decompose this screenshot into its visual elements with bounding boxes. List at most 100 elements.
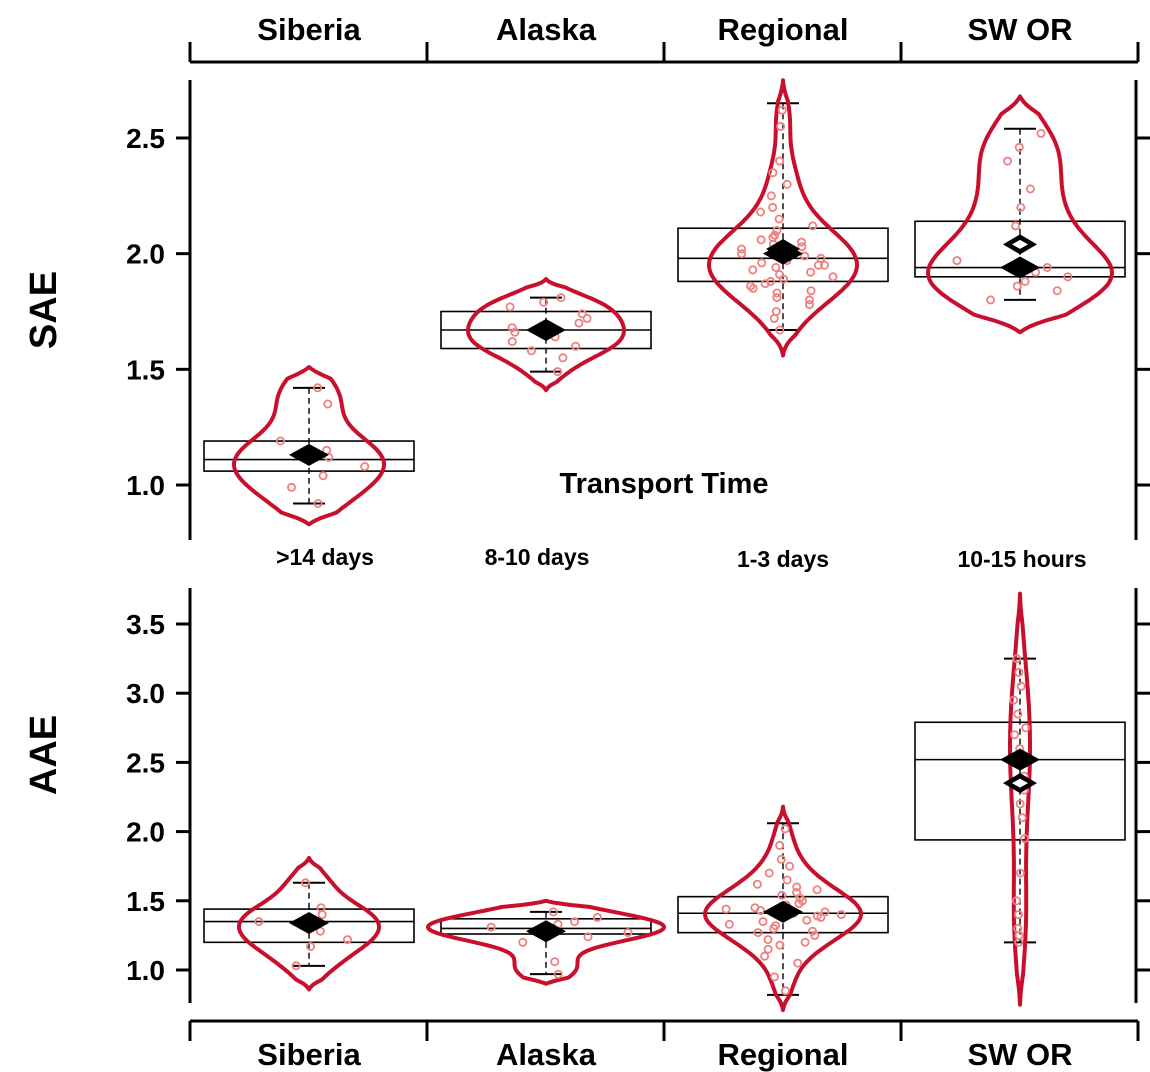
data-point	[775, 325, 785, 335]
data-point	[1009, 695, 1019, 705]
data-point	[1014, 667, 1024, 677]
data-point	[768, 202, 778, 212]
bottom-category-label: Regional	[718, 1037, 849, 1072]
y-tick-label: 1.0	[126, 470, 165, 501]
data-point	[505, 302, 515, 312]
data-point	[539, 297, 549, 307]
top-category-label: Regional	[718, 12, 849, 47]
data-point	[553, 969, 563, 979]
data-point	[1012, 654, 1022, 664]
data-point	[582, 313, 592, 323]
data-point	[526, 346, 536, 356]
data-point	[772, 288, 782, 298]
violin-outline	[926, 94, 1114, 335]
data-point	[780, 824, 790, 834]
data-point	[318, 471, 328, 481]
data-point	[1025, 184, 1035, 194]
y-tick-label: 2.5	[126, 747, 165, 778]
data-point	[800, 251, 810, 261]
violin-group-sw-or	[914, 591, 1126, 1007]
data-point	[1015, 868, 1025, 878]
data-point	[793, 958, 803, 968]
data-point	[316, 903, 326, 913]
violin-group-alaska	[426, 898, 666, 986]
data-point	[1014, 142, 1024, 152]
violin-outline	[237, 855, 381, 992]
bottom-category-label: Alaska	[496, 1037, 597, 1072]
data-point	[556, 293, 566, 303]
data-point	[776, 121, 786, 131]
data-point	[752, 879, 762, 889]
data-point	[1020, 276, 1030, 286]
y-tick-label: 3.5	[126, 609, 165, 640]
data-point	[1042, 262, 1052, 272]
data-point	[550, 957, 560, 967]
data-point	[313, 383, 323, 393]
violin-group-siberia	[203, 855, 415, 992]
data-point	[750, 903, 760, 913]
data-point	[770, 972, 780, 982]
sae-violins	[203, 78, 1126, 527]
data-point	[782, 179, 792, 189]
aae-y-ticks: 1.0 1.5 2.0 2.5 3.0 3.5	[126, 609, 1150, 986]
data-point	[548, 907, 558, 917]
data-point	[291, 961, 301, 971]
mean-marker	[526, 920, 566, 943]
data-point	[808, 926, 818, 936]
data-point	[1016, 202, 1026, 212]
mean-marker	[526, 319, 566, 342]
data-point	[812, 885, 822, 895]
data-point	[812, 911, 822, 921]
data-point	[1010, 730, 1020, 740]
data-point	[558, 353, 568, 363]
data-point	[758, 917, 768, 927]
y-tick-label: 2.0	[126, 817, 165, 848]
data-point	[770, 230, 780, 240]
mean-marker	[763, 900, 803, 923]
data-point	[763, 944, 773, 954]
data-point	[766, 276, 776, 286]
data-point	[721, 904, 731, 914]
y-tick-label: 2.5	[126, 123, 165, 154]
data-point	[775, 269, 785, 279]
data-point	[760, 951, 770, 961]
data-point	[577, 309, 587, 319]
mean-marker	[1000, 256, 1040, 279]
data-point	[1013, 709, 1023, 719]
data-point	[1063, 272, 1073, 282]
data-point	[342, 935, 352, 945]
data-point	[553, 367, 563, 377]
data-point	[775, 940, 785, 950]
aae-violins	[203, 591, 1126, 1013]
data-point	[763, 935, 773, 945]
violin-outline	[426, 898, 666, 986]
data-point	[771, 306, 781, 316]
data-point	[800, 937, 810, 947]
sae-axis-label: SAE	[23, 271, 65, 349]
data-point	[805, 300, 815, 310]
data-point	[797, 242, 807, 252]
violin-outline	[1008, 591, 1032, 1007]
data-point	[820, 260, 830, 270]
data-point	[771, 262, 781, 272]
y-tick-label: 1.5	[126, 354, 165, 385]
data-point	[574, 318, 584, 328]
data-point	[808, 221, 818, 231]
mean-marker	[763, 242, 803, 265]
transport-time-value: >14 days	[276, 544, 374, 570]
data-point	[756, 207, 766, 217]
data-point	[571, 341, 581, 351]
data-point	[782, 875, 792, 885]
violin-outline	[466, 277, 626, 393]
data-point	[254, 917, 264, 927]
data-point	[820, 907, 830, 917]
data-point	[746, 281, 756, 291]
bottom-category-label: Siberia	[257, 1037, 361, 1072]
data-point	[275, 436, 285, 446]
y-tick-label: 1.5	[126, 886, 165, 917]
data-point	[772, 293, 782, 303]
y-tick-label: 1.0	[126, 955, 165, 986]
data-point	[1017, 813, 1027, 823]
data-point	[756, 235, 766, 245]
